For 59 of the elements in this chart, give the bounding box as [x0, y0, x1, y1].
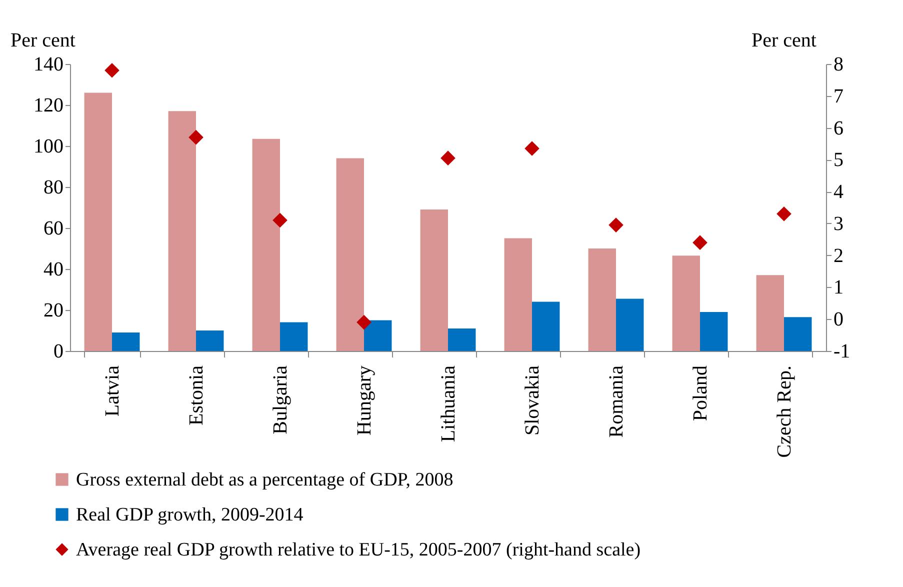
y-axis-title: Per cent	[10, 30, 76, 52]
y2-tick-label: 5	[834, 149, 844, 172]
x-tick-label: Latvia	[102, 365, 124, 417]
y-tick-label: 40	[44, 258, 64, 280]
point	[104, 62, 120, 78]
y2-tick-label: 0	[834, 308, 844, 331]
y2-tick-label: 6	[834, 117, 844, 140]
bar	[784, 317, 812, 351]
point	[188, 130, 204, 145]
bar	[252, 138, 280, 351]
bar	[672, 256, 700, 351]
y2-tick-label: -1	[834, 340, 850, 362]
point	[272, 212, 288, 228]
x-tick-label: Czech Rep.	[774, 366, 796, 458]
y-tick-label: 140	[34, 54, 64, 76]
y-tick-label: 60	[44, 218, 64, 240]
x-tick-label: Slovakia	[522, 365, 544, 436]
y-tick-label: 20	[44, 300, 64, 322]
x-tick-label: Poland	[690, 366, 712, 422]
legend-label: Gross external debt as a percentage of GDP, 2008	[76, 470, 454, 490]
point	[524, 141, 540, 156]
point	[776, 206, 792, 222]
bar	[84, 92, 112, 351]
y-tick-label: 100	[34, 136, 64, 158]
y2-tick-label: 4	[834, 181, 844, 204]
y-tick-label: 0	[54, 340, 64, 362]
x-tick-label: Bulgaria	[270, 365, 292, 434]
legend-label: Real GDP growth, 2009-2014	[76, 504, 304, 526]
bar	[616, 298, 644, 351]
bar	[700, 312, 728, 351]
legend-label: Average real GDP growth relative to EU-15, 2005-2007 (right-hand scale)	[76, 540, 641, 560]
bar	[112, 332, 140, 351]
y2-tick-label: 3	[834, 212, 844, 235]
y-tick-label: 120	[34, 94, 64, 116]
x-tick-label: Estonia	[186, 365, 208, 426]
x-tick-label: Romania	[606, 365, 628, 438]
bar	[364, 320, 392, 351]
point	[692, 235, 708, 250]
bar	[448, 328, 476, 351]
bar	[588, 248, 616, 351]
y2-tick-label: 2	[834, 244, 844, 267]
x-tick-label: Hungary	[354, 366, 376, 436]
bar	[336, 158, 364, 351]
y-tick-label: 80	[44, 176, 64, 198]
bar	[420, 210, 448, 351]
bar	[196, 330, 224, 351]
point	[440, 150, 456, 166]
y2-axis-title: Per cent	[752, 30, 817, 52]
bar	[504, 238, 532, 351]
y2-tick-label: 1	[834, 276, 844, 299]
bar	[280, 322, 308, 351]
bar	[168, 111, 196, 351]
bar	[532, 302, 560, 351]
y2-tick-label: 8	[834, 54, 844, 76]
x-tick-label: Lithuania	[438, 365, 460, 442]
point	[608, 218, 624, 232]
bar	[756, 275, 784, 351]
y2-tick-label: 7	[834, 85, 844, 108]
point	[356, 314, 372, 330]
